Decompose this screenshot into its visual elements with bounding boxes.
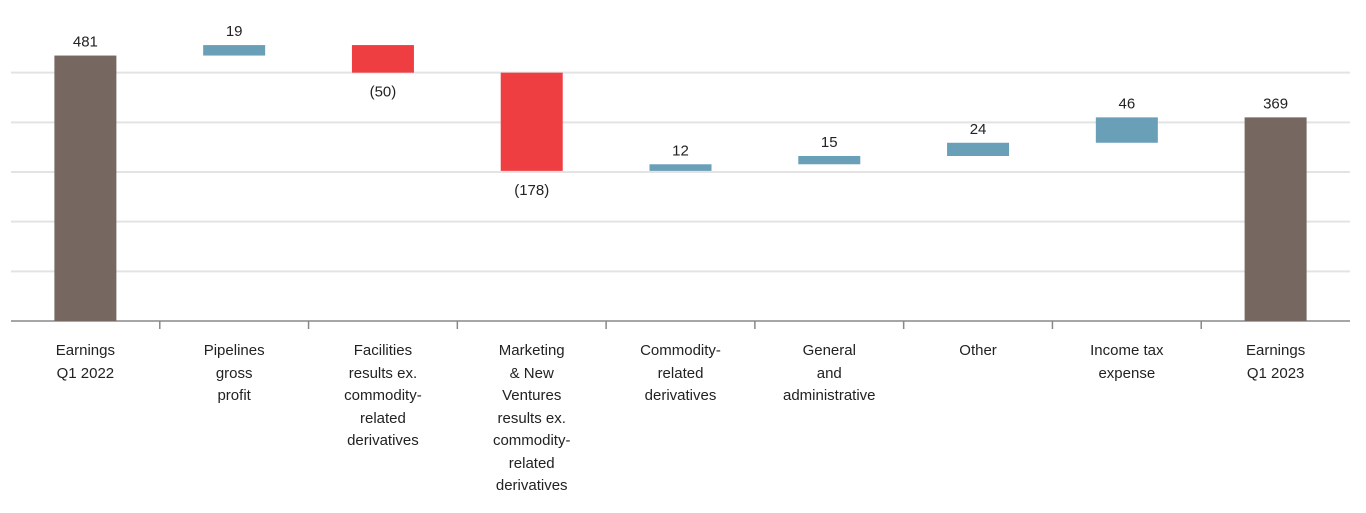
bar: [351, 45, 414, 73]
data-label: 24: [970, 121, 987, 138]
bar: [649, 164, 712, 171]
data-label: (178): [514, 182, 549, 199]
bar: [54, 55, 117, 321]
data-label: 481: [73, 34, 98, 51]
x-tick-label: Marketing & New Ventures results ex. com…: [492, 342, 571, 494]
x-tick-label: Other: [959, 342, 997, 359]
data-label: 46: [1118, 95, 1135, 112]
bar: [203, 45, 266, 56]
data-label: 19: [226, 23, 243, 40]
x-tick-label: Income tax expense: [1090, 342, 1164, 382]
x-tick-label: Earnings Q1 2022: [55, 342, 115, 382]
x-tick-label: Facilities results ex. commodity- relate…: [344, 342, 422, 449]
x-tick-label: Earnings Q1 2023: [1246, 342, 1306, 382]
data-label: 12: [672, 142, 689, 159]
x-tick-label: General and administrative: [782, 342, 876, 404]
bar: [1095, 117, 1158, 143]
bar: [947, 142, 1010, 156]
data-label: (50): [370, 84, 397, 101]
x-tick-label: Commodity- related derivatives: [640, 342, 721, 404]
data-label: 15: [821, 134, 838, 151]
x-tick-label: Pipelines gross profit: [203, 342, 265, 404]
bar: [500, 72, 563, 171]
bar: [798, 155, 861, 165]
data-label: 369: [1263, 95, 1288, 112]
bar: [1244, 117, 1307, 321]
